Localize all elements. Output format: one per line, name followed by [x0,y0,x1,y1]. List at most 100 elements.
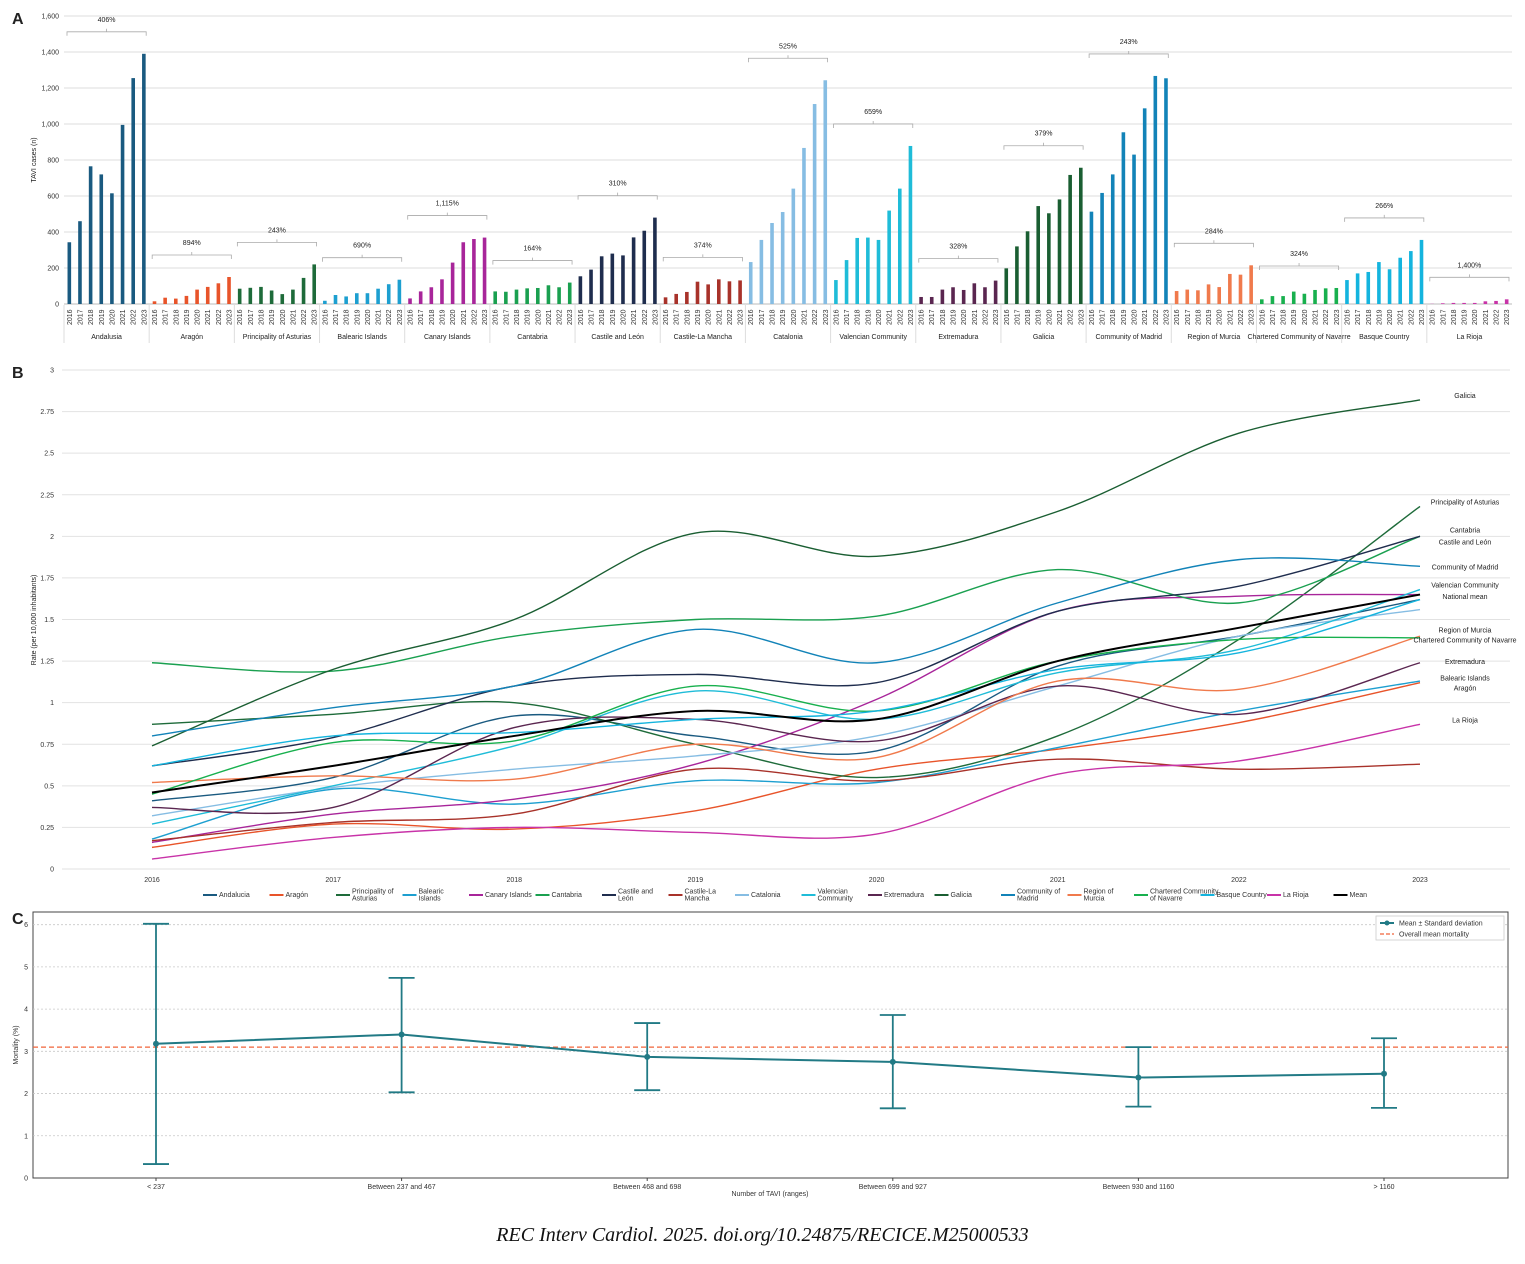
x-tick-label-year: 2016 [493,309,500,325]
growth-bracket [918,255,999,263]
x-tick-label-year: 2017 [929,309,936,325]
bar [1270,296,1275,304]
bar [1004,268,1009,304]
group-label: Region of Murcia [1187,334,1240,341]
series-end-label: Cantabria [1450,528,1480,535]
growth-label: 243% [1120,39,1138,46]
x-tick-label-year: 2018 [1195,309,1202,325]
mean-point [153,1040,159,1047]
series-line [151,723,1421,860]
x-tick-label-year: 2023 [738,309,745,325]
bar [323,300,327,304]
x-tick-label-year: 2019 [780,309,787,325]
x-tick-label-year: 2016 [1089,309,1096,325]
bar [1078,167,1083,304]
growth-label: 659% [864,109,882,116]
y-tick-label: 4 [24,1007,28,1014]
x-tick-label-year: 2020 [450,309,457,325]
bar [248,287,253,304]
bar [855,237,860,304]
bar [1281,296,1285,304]
y-tick-label: 200 [47,266,59,273]
growth-label: 1,115% [436,201,459,208]
y-tick-label: 0.75 [40,742,54,749]
x-tick-label-year: 2018 [1451,309,1458,325]
group-label: Chartered Community of Navarre [1248,334,1351,341]
bar [514,289,519,304]
bar [1462,302,1466,304]
x-tick-label-year: 2023 [567,309,574,325]
bar [1206,284,1211,304]
y-tick-label: 0 [50,867,54,874]
bar [1483,301,1488,304]
bar [1238,274,1243,304]
x-tick-label-year: 2016 [67,309,74,325]
x-tick-label: 2023 [1412,877,1428,884]
bar [834,280,838,304]
x-tick-label: 2016 [144,877,160,884]
x-tick-label: < 237 [147,1184,165,1191]
x-tick-label-year: 2020 [791,309,798,325]
y-tick-label: 2.25 [40,492,54,499]
x-tick-label-year: 2021 [716,309,723,325]
group-label: Balearic Islands [337,334,387,341]
legend-label: Andalucia [219,892,250,899]
x-tick-label-year: 2018 [429,309,436,325]
x-tick-label-year: 2020 [1302,309,1309,325]
x-tick-label-year: 2020 [280,309,287,325]
x-tick-label-year: 2017 [844,309,851,325]
x-tick-label-year: 2020 [706,309,713,325]
bar [993,280,998,304]
growth-bracket [1344,214,1425,222]
bar [504,291,508,304]
bar [173,298,178,304]
growth-bracket [1088,50,1169,58]
bar [1153,75,1158,304]
x-tick-label-year: 2021 [1313,309,1320,325]
bar [972,283,977,304]
bar [525,288,529,304]
x-tick-label: 2017 [325,877,341,884]
bar [780,212,785,304]
bar [301,277,306,304]
x-tick-label-year: 2020 [1387,309,1394,325]
y-tick-label: 800 [47,158,59,165]
x-tick-label-year: 2021 [631,309,638,325]
x-tick-label-year: 2023 [227,309,234,325]
bar [1110,174,1115,304]
bar [1409,251,1413,304]
y-tick-label: 3 [24,1049,28,1056]
bar [418,291,423,304]
bar [386,284,391,304]
y-axis-label: Mortality (%) [13,1025,20,1064]
bar [1174,291,1179,304]
bar [429,287,434,304]
x-tick-label-year: 2017 [589,309,596,325]
x-tick-label-year: 2018 [1110,309,1117,325]
x-tick-label-year: 2017 [503,309,510,325]
x-tick-label: Between 237 and 467 [368,1184,436,1191]
x-tick-label-year: 2019 [1462,309,1469,325]
bar [1366,271,1371,304]
bar [557,287,561,304]
growth-label: 243% [268,227,286,234]
x-tick-label-year: 2016 [748,309,755,325]
x-tick-label-year: 2021 [1483,309,1490,325]
legend-label: Balearic [419,889,445,896]
bar [983,287,987,304]
x-tick-label-year: 2022 [557,309,564,325]
x-tick-label-year: 2021 [1142,309,1149,325]
series-end-label: National mean [1442,594,1487,601]
legend-label: Mean ± Standard deviation [1399,921,1483,928]
bar [1100,192,1104,304]
x-tick-label-year: 2016 [152,309,159,325]
x-tick-label-year: 2018 [855,309,862,325]
x-tick-label-year: 2020 [1217,309,1224,325]
legend-label: Canary Islands [485,892,532,899]
series-line [151,593,1421,794]
x-tick-label-year: 2023 [1163,309,1170,325]
series-line [151,680,1421,840]
bar [397,279,402,304]
x-tick-label-year: 2022 [386,309,393,325]
